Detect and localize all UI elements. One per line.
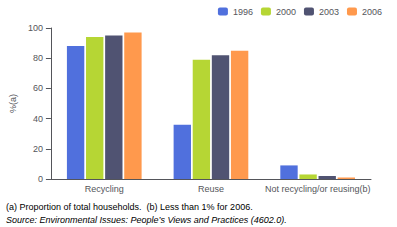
svg-text:Recycling: Recycling (85, 184, 124, 194)
svg-text:%(a): %(a) (8, 94, 18, 113)
svg-text:Not recycling/or reusing(b): Not recycling/or reusing(b) (265, 184, 371, 194)
svg-text:2000: 2000 (276, 7, 296, 17)
svg-text:100: 100 (28, 23, 43, 33)
svg-text:20: 20 (33, 144, 43, 154)
svg-text:Reuse: Reuse (198, 184, 224, 194)
svg-text:2003: 2003 (319, 7, 339, 17)
svg-text:(a) Proportion of total househ: (a) Proportion of total households. (b) … (6, 202, 253, 212)
svg-text:1996: 1996 (233, 7, 253, 17)
svg-text:Source: Environmental Issues:: Source: Environmental Issues: People’s V… (6, 215, 287, 225)
svg-text:0: 0 (38, 174, 43, 184)
svg-text:2006: 2006 (362, 7, 382, 17)
svg-text:60: 60 (33, 83, 43, 93)
svg-text:40: 40 (33, 114, 43, 124)
svg-text:80: 80 (33, 53, 43, 63)
